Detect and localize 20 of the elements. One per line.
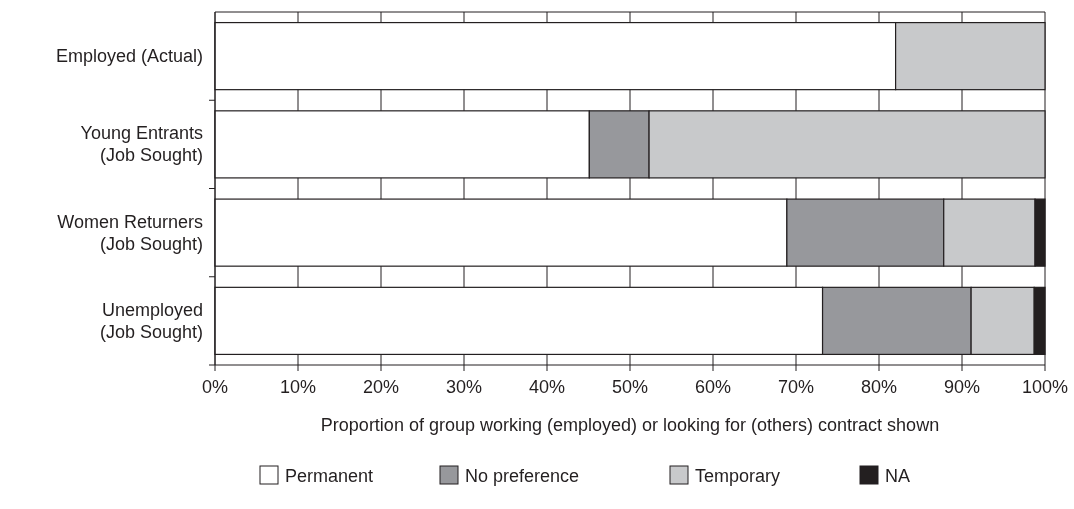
y-tick-label: Women Returners (Job Sought) xyxy=(57,211,203,254)
legend-label: NA xyxy=(885,466,911,486)
x-axis-title: Proportion of group working (employed) or looking for (others) contract shown xyxy=(320,415,940,435)
legend-label: Permanent xyxy=(285,466,374,486)
x-tick-label: 50% xyxy=(611,377,649,397)
x-tick-label: 10% xyxy=(279,377,317,397)
legend-label: Temporary xyxy=(695,466,781,486)
legend-label: No preference xyxy=(465,466,580,486)
x-tick-label: 20% xyxy=(362,377,400,397)
x-tick-label: 30% xyxy=(445,377,483,397)
x-tick-label: 80% xyxy=(860,377,898,397)
x-tick-label: 0% xyxy=(201,377,229,397)
x-tick-label: 60% xyxy=(694,377,732,397)
x-tick-label: 70% xyxy=(777,377,815,397)
y-tick-label: Unemployed (Job Sought) xyxy=(99,299,203,342)
y-tick-label: Young Entrants (Job Sought) xyxy=(80,123,203,166)
y-tick-label: Employed (Actual) xyxy=(55,46,203,67)
x-tick-label: 40% xyxy=(528,377,566,397)
x-tick-label: 90% xyxy=(943,377,981,397)
x-tick-label: 100% xyxy=(1021,377,1069,397)
